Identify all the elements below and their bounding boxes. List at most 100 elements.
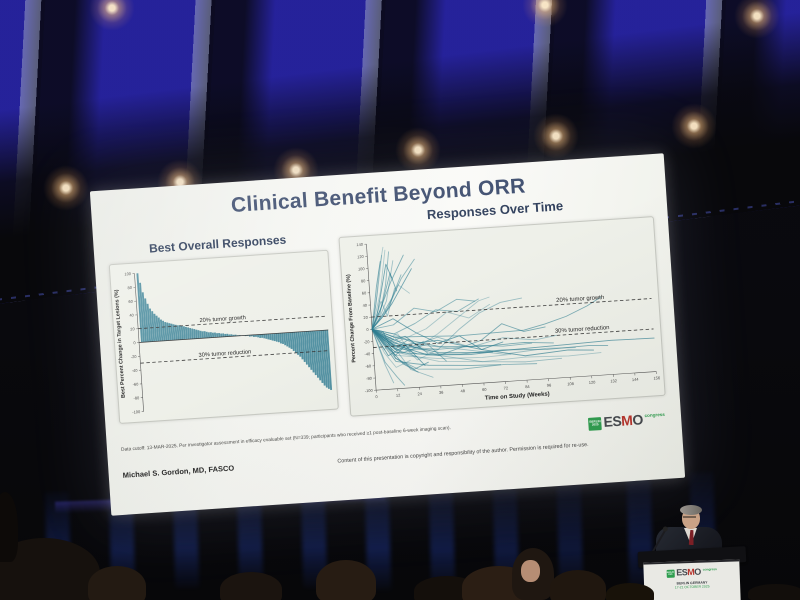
waterfall-bar [313,330,319,378]
waterfall-bar [182,326,186,340]
y-tick: 40 [129,312,135,317]
patient-trajectory [371,296,602,338]
waterfall-bar [176,325,180,340]
waterfall-bar [230,334,233,337]
waterfall-bar [267,333,270,340]
waterfall-bar [141,292,147,343]
waterfall-bar [222,333,225,337]
x-tick: 84 [525,384,531,389]
waterfall-bar [155,315,160,342]
y-axis-label: Best Percent Change in Target Lesions (%… [114,289,127,398]
esmo-congress-logo: BERLIN 2025 ESMO congress [588,410,666,431]
waterfall-bar [318,330,324,384]
patient-trajectory [371,328,419,373]
audience-head [88,566,146,600]
waterfall-bar [191,328,194,339]
reference-label: 20% tumor growth [556,295,604,304]
y-tick: -60 [132,381,139,386]
waterfall-bar [320,330,326,386]
waterfall-bar [281,332,285,345]
podium-berlin-badge: BERLIN 2025 [666,569,675,578]
waterfall-bar [283,332,287,346]
author-credit: Michael S. Gordon, MD, FASCO [122,463,235,480]
y-tick: -80 [366,376,373,381]
waterfall-bar [162,320,166,341]
esmo-o: O [694,566,701,577]
waterfall-bar [211,332,215,338]
waterfall-bar [303,331,308,365]
waterfall-bar [301,331,306,363]
waterfall-bar [220,333,223,338]
waterfall-bar [257,334,260,338]
waterfall-bar [269,333,272,341]
waterfall-bar [151,311,156,342]
y-tick: -100 [365,388,374,394]
y-tick: -60 [365,363,372,368]
y-tick: -20 [364,339,371,344]
waterfall-bar [144,298,150,342]
x-tick: 12 [396,392,401,397]
y-tick: -80 [133,395,140,400]
y-tick: 80 [127,285,133,290]
best-overall-responses-chart: 100 80 60 40 20 0 -20 -40 -60 -80 -100 20% tumor gr… [114,271,333,415]
patient-trajectory [371,328,406,386]
y-tick: -40 [132,368,139,373]
patient-trajectory [371,328,538,370]
x-tick: 96 [547,382,553,387]
speaker-glasses [683,516,696,518]
waterfall-bar [277,333,280,343]
waterfall-bar [172,324,176,341]
waterfall-bar [265,333,268,339]
waterfall-bar [295,331,300,355]
waterfall-bar [307,331,313,370]
waterfall-bar [146,303,152,342]
waterfall-bar [279,333,282,344]
patient-trajectory [371,298,476,330]
patient-trajectory [371,328,655,354]
waterfall-bar [293,332,297,353]
waterfall-bar [195,329,198,339]
waterfall-bar [189,327,192,340]
waterfall-bar [297,331,302,357]
y-tick: 60 [362,290,368,295]
waterfall-bar [136,273,143,343]
waterfall-bar [263,334,266,339]
waterfall-bar [305,331,311,368]
y-tick: 140 [356,242,364,247]
waterfall-bar [201,331,204,339]
waterfall-bar [199,330,202,339]
y-tick: 100 [124,271,132,276]
esmo-es: ES [676,567,688,578]
patient-trajectory [371,303,491,344]
y-tick: 60 [128,299,134,304]
patient-trajectory [371,328,502,366]
waterfall-bar [178,325,182,340]
y-tick: -40 [364,351,371,356]
patient-trajectory [371,254,404,330]
x-tick: 48 [460,388,466,393]
patient-trajectory [371,328,563,363]
x-tick: 156 [653,375,661,380]
waterfall-bar [228,334,231,337]
waterfall-bar [170,323,174,341]
waterfall-bar [197,330,200,339]
waterfall-bar [311,330,317,376]
patient-trajectory [371,328,533,350]
y-tick: 80 [361,278,367,283]
patient-trajectory [371,249,386,330]
badge-year: 2025 [668,573,673,576]
waterfall-bar [159,319,164,342]
patient-trajectory [371,298,479,335]
waterfall-bar [180,325,184,340]
y-tick: 0 [133,340,136,345]
patient-trajectory [371,328,609,355]
reference-line [138,315,328,330]
waterfall-bar [324,330,330,389]
esmo-o: O [631,411,644,428]
waterfall-bar [184,326,188,340]
waterfall-bar [168,323,172,341]
waterfall-bar [224,333,227,337]
waterfall-bar [316,330,322,381]
